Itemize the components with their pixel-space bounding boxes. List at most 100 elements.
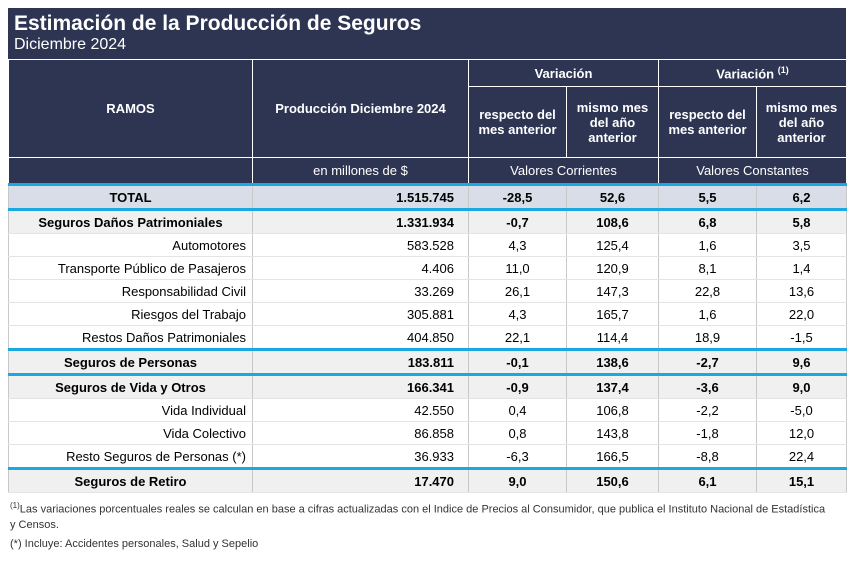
row-var-real-anio: -5,0 <box>756 398 847 422</box>
production-table: RAMOS Producción Diciembre 2024 Variació… <box>8 59 847 493</box>
row-var-real-mes: -8,8 <box>658 444 757 469</box>
table-row: Vida Individual 42.550 0,4 106,8 -2,2 -5… <box>8 398 847 422</box>
row-var-anio: 120,9 <box>566 256 659 280</box>
row-var-real-anio: 5,8 <box>756 209 847 234</box>
row-var-real-mes: 5,5 <box>658 183 757 211</box>
row-var-anio: 114,4 <box>566 325 659 350</box>
row-var-mes: -6,3 <box>468 444 567 469</box>
row-var-mes: 4,3 <box>468 233 567 257</box>
row-produccion: 183.811 <box>252 348 469 375</box>
row-var-anio: 166,5 <box>566 444 659 469</box>
footnote-real-variation: (1)Las variaciones porcentuales reales s… <box>10 498 830 533</box>
row-var-real-anio: 12,0 <box>756 421 847 445</box>
row-var-real-mes: 8,1 <box>658 256 757 280</box>
row-var-mes: 9,0 <box>468 467 567 493</box>
header-valores-constantes: Valores Constantes <box>658 157 847 185</box>
table-row-total: TOTAL 1.515.745 -28,5 52,6 5,5 6,2 <box>8 183 847 211</box>
row-name: TOTAL <box>8 183 253 211</box>
row-name: Responsabilidad Civil <box>8 279 253 303</box>
report-header: Estimación de la Producción de Seguros D… <box>8 8 846 59</box>
row-var-real-mes: 18,9 <box>658 325 757 350</box>
row-var-real-mes: 6,1 <box>658 467 757 493</box>
row-var-real-anio: -1,5 <box>756 325 847 350</box>
row-var-mes: -0,9 <box>468 373 567 399</box>
table-row: Seguros de Personas 183.811 -0,1 138,6 -… <box>8 348 847 375</box>
row-produccion: 1.331.934 <box>252 209 469 234</box>
row-var-anio: 147,3 <box>566 279 659 303</box>
row-name: Vida Colectivo <box>8 421 253 445</box>
row-name: Seguros de Retiro <box>8 467 253 493</box>
row-var-mes: -0,7 <box>468 209 567 234</box>
header-respecto-corrientes: respecto del mes anterior <box>468 86 567 158</box>
row-var-real-mes: -1,8 <box>658 421 757 445</box>
row-var-real-mes: 1,6 <box>658 302 757 326</box>
row-var-anio: 106,8 <box>566 398 659 422</box>
header-unidad: en millones de $ <box>252 157 469 185</box>
row-var-mes: 22,1 <box>468 325 567 350</box>
table-row: Restos Daños Patrimoniales 404.850 22,1 … <box>8 325 847 350</box>
row-var-real-anio: 15,1 <box>756 467 847 493</box>
row-var-real-anio: 13,6 <box>756 279 847 303</box>
header-respecto-constantes: respecto del mes anterior <box>658 86 757 158</box>
report-subtitle: Diciembre 2024 <box>14 36 127 53</box>
table-row: Vida Colectivo 86.858 0,8 143,8 -1,8 12,… <box>8 421 847 445</box>
row-var-anio: 150,6 <box>566 467 659 493</box>
row-var-mes: 26,1 <box>468 279 567 303</box>
table-row: Riesgos del Trabajo 305.881 4,3 165,7 1,… <box>8 302 847 326</box>
footnote-marker: (1) <box>10 501 20 510</box>
row-produccion: 36.933 <box>252 444 469 469</box>
row-produccion: 33.269 <box>252 279 469 303</box>
row-var-anio: 138,6 <box>566 348 659 375</box>
row-name: Automotores <box>8 233 253 257</box>
header-variacion-real-label: Variación <box>716 66 775 82</box>
row-var-real-mes: -3,6 <box>658 373 757 399</box>
table-row: Automotores 583.528 4,3 125,4 1,6 3,5 <box>8 233 847 257</box>
row-var-anio: 108,6 <box>566 209 659 234</box>
row-produccion: 4.406 <box>252 256 469 280</box>
row-name: Seguros Daños Patrimoniales <box>8 209 253 234</box>
row-var-real-mes: 22,8 <box>658 279 757 303</box>
header-produccion: Producción Diciembre 2024 <box>252 59 469 158</box>
row-produccion: 86.858 <box>252 421 469 445</box>
row-name: Riesgos del Trabajo <box>8 302 253 326</box>
row-produccion: 1.515.745 <box>252 183 469 211</box>
report-frame: Estimación de la Producción de Seguros D… <box>8 8 847 493</box>
row-produccion: 583.528 <box>252 233 469 257</box>
row-produccion: 166.341 <box>252 373 469 399</box>
row-name: Seguros de Personas <box>8 348 253 375</box>
header-variacion-real: Variación (1) <box>658 59 847 87</box>
row-produccion: 404.850 <box>252 325 469 350</box>
row-var-anio: 165,7 <box>566 302 659 326</box>
row-produccion: 305.881 <box>252 302 469 326</box>
footnote-includes: (*) Incluye: Accidentes personales, Salu… <box>10 538 259 550</box>
row-name: Seguros de Vida y Otros <box>8 373 253 399</box>
header-blank <box>8 157 253 185</box>
row-var-mes: -0,1 <box>468 348 567 375</box>
row-var-real-anio: 6,2 <box>756 183 847 211</box>
row-var-mes: 0,4 <box>468 398 567 422</box>
row-name: Vida Individual <box>8 398 253 422</box>
table-row: Seguros Daños Patrimoniales 1.331.934 -0… <box>8 209 847 234</box>
row-var-anio: 125,4 <box>566 233 659 257</box>
row-var-real-mes: -2,2 <box>658 398 757 422</box>
row-var-real-anio: 1,4 <box>756 256 847 280</box>
row-var-anio: 143,8 <box>566 421 659 445</box>
row-produccion: 42.550 <box>252 398 469 422</box>
table-row: Transporte Público de Pasajeros 4.406 11… <box>8 256 847 280</box>
table-row: Responsabilidad Civil 33.269 26,1 147,3 … <box>8 279 847 303</box>
row-produccion: 17.470 <box>252 467 469 493</box>
header-ramos: RAMOS <box>8 59 253 158</box>
header-mismo-mes-constantes: mismo mes del año anterior <box>756 86 847 158</box>
header-valores-corrientes: Valores Corrientes <box>468 157 659 185</box>
row-var-real-mes: -2,7 <box>658 348 757 375</box>
table-row: Seguros de Retiro 17.470 9,0 150,6 6,1 1… <box>8 467 847 493</box>
row-name: Resto Seguros de Personas (*) <box>8 444 253 469</box>
row-var-real-anio: 3,5 <box>756 233 847 257</box>
row-var-mes: 11,0 <box>468 256 567 280</box>
row-var-anio: 52,6 <box>566 183 659 211</box>
row-var-real-anio: 9,0 <box>756 373 847 399</box>
row-var-real-mes: 6,8 <box>658 209 757 234</box>
header-variacion: Variación <box>468 59 659 87</box>
row-var-real-mes: 1,6 <box>658 233 757 257</box>
row-name: Restos Daños Patrimoniales <box>8 325 253 350</box>
